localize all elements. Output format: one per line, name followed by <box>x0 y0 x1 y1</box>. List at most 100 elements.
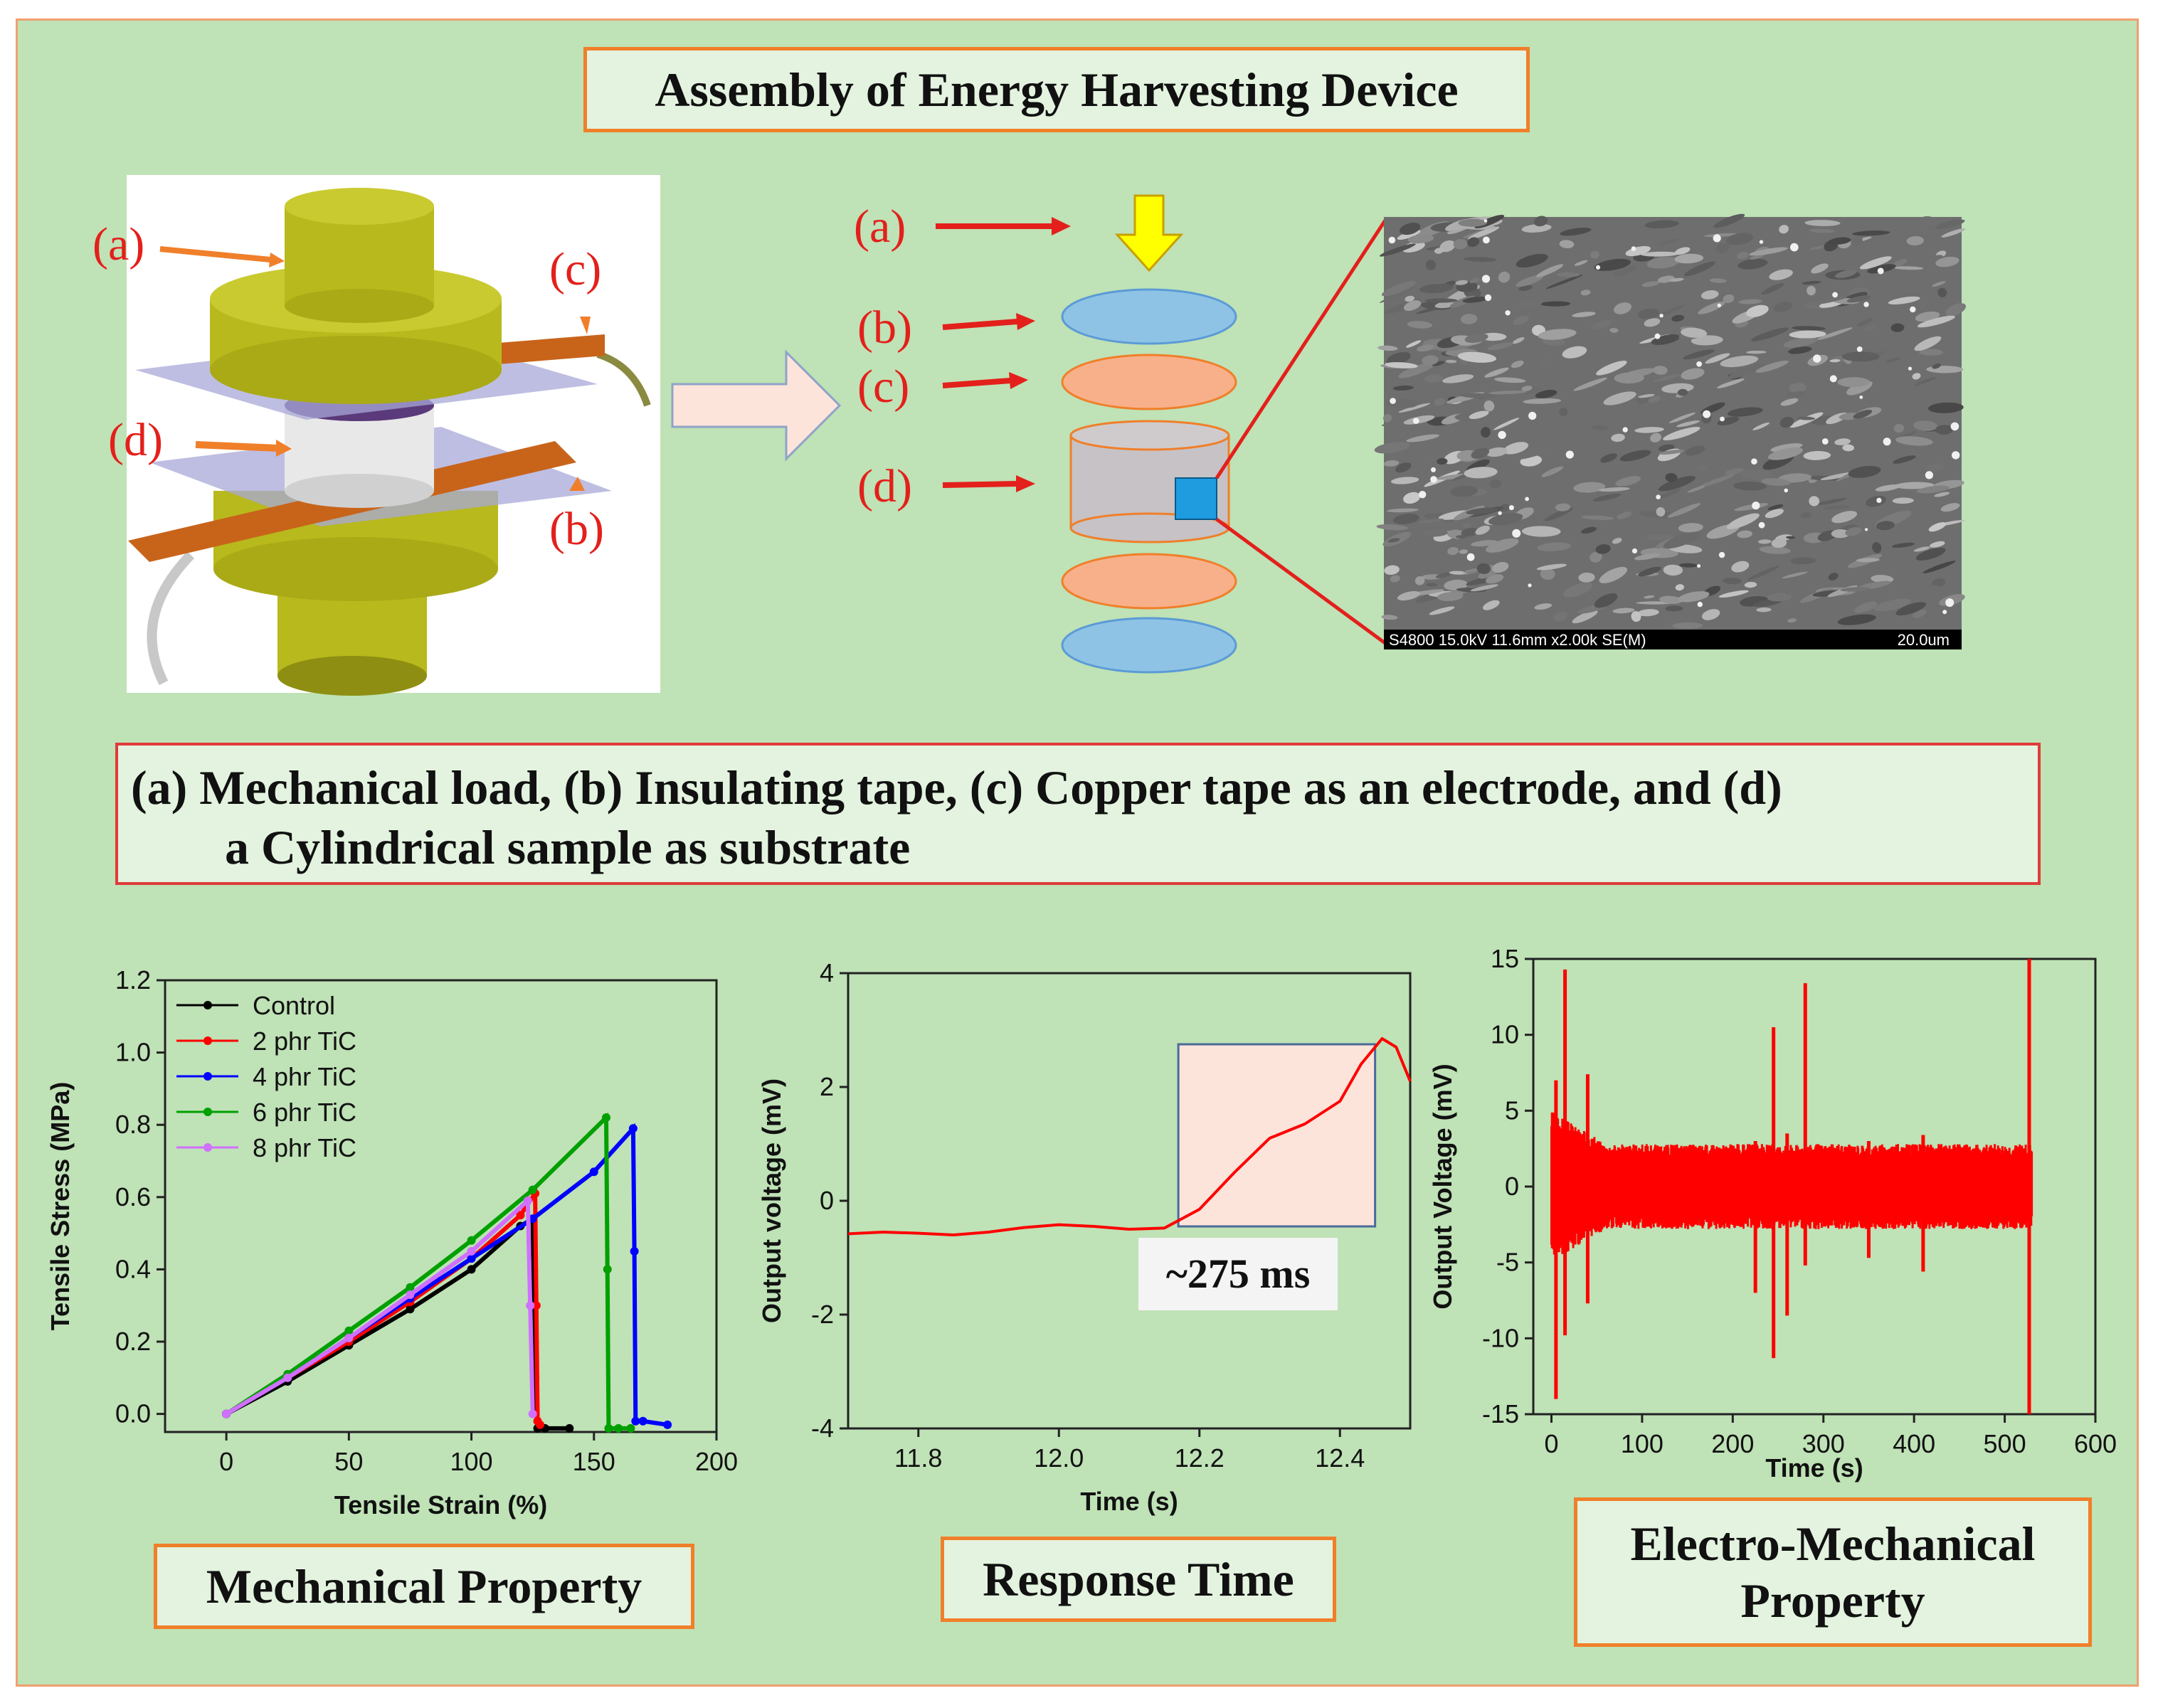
sem-bright-spot <box>1696 361 1703 367</box>
sem-grain <box>1914 377 1936 386</box>
sem-grain <box>1789 330 1826 339</box>
sem-grain <box>1500 504 1510 512</box>
schematic-label-a: (a) <box>854 201 906 253</box>
sem-grain <box>1503 442 1529 455</box>
sem-grain <box>1459 393 1497 398</box>
sem-grain <box>1559 408 1568 417</box>
sem-grain <box>1521 386 1533 391</box>
response-time-annotation: ~275 ms <box>1138 1238 1338 1310</box>
component-caption: (a) Mechanical load, (b) Insulating tape… <box>115 743 2041 885</box>
sem-grain <box>1663 426 1701 441</box>
sem-grain <box>1545 275 1583 290</box>
sem-grain <box>1681 327 1708 338</box>
arrow-b-illustration <box>569 477 585 491</box>
legend-label: 8 phr TiC <box>253 1133 356 1162</box>
sem-grain <box>1809 228 1835 233</box>
sem-bright-spot <box>1622 427 1628 433</box>
sem-grain <box>1668 412 1696 423</box>
sem-grain <box>1416 307 1440 314</box>
sample-base <box>285 474 434 508</box>
sem-grain <box>1572 312 1596 317</box>
data-point <box>344 1333 354 1342</box>
sem-grain <box>1756 607 1772 612</box>
y-tick-label: -2 <box>811 1300 834 1329</box>
sem-bright-spot <box>1752 502 1760 510</box>
sem-grain <box>1574 260 1588 266</box>
sem-grain <box>1853 410 1873 419</box>
data-point <box>528 1214 537 1224</box>
sem-grain <box>1678 563 1698 568</box>
sem-grain <box>1390 477 1419 484</box>
sem-grain <box>1562 582 1593 598</box>
pointer-d-head <box>1016 475 1035 492</box>
sem-grain <box>1468 226 1500 240</box>
sem-grain <box>1591 319 1612 329</box>
sem-grain <box>1425 260 1437 270</box>
sem-grain <box>1738 299 1762 304</box>
sem-grain <box>1922 561 1956 573</box>
sem-bright-spot <box>1876 497 1882 504</box>
sem-grain <box>1374 442 1410 454</box>
sem-bright-spot <box>1466 553 1475 561</box>
sem-texture <box>1374 213 1967 630</box>
sem-grain <box>1691 335 1723 346</box>
x-tick-label: 12.0 <box>1034 1443 1084 1473</box>
arrow-a-illustration <box>159 246 271 262</box>
sem-grain <box>1687 485 1705 493</box>
data-point <box>344 1326 354 1335</box>
sem-grain <box>1834 438 1851 445</box>
sem-grain <box>1646 257 1680 269</box>
arrow-c-illustration <box>580 317 591 334</box>
sem-grain <box>1419 283 1454 294</box>
sem-grain <box>1925 463 1945 472</box>
y-tick-label: 1.0 <box>115 1038 151 1067</box>
sem-grain <box>1449 571 1467 575</box>
sem-grain <box>1405 295 1415 302</box>
sem-grain <box>1744 581 1757 588</box>
x-axis-title: Tensile Strain (%) <box>334 1490 547 1519</box>
sem-bright-spot <box>1631 548 1638 554</box>
sem-grain <box>1648 396 1661 403</box>
sem-grain <box>1537 542 1572 552</box>
sem-grain <box>1634 553 1661 561</box>
sem-grain <box>1522 526 1561 537</box>
sem-grain <box>1724 468 1744 475</box>
sem-grain <box>1828 573 1839 580</box>
sem-grain <box>1786 391 1807 397</box>
sem-grain <box>1407 321 1433 329</box>
sem-grain <box>1613 265 1637 277</box>
cylinder-sample-top <box>1069 420 1230 451</box>
y-tick-label: 0.0 <box>115 1399 151 1428</box>
sem-grain <box>1717 378 1745 388</box>
sem-grain <box>1406 340 1422 348</box>
exploded-stack-schematic: (a) (b) (c) (d) <box>854 194 1388 674</box>
sem-grain <box>1701 609 1720 620</box>
sem-grain <box>1463 568 1479 573</box>
sem-grain <box>1644 318 1661 327</box>
sem-grain <box>1518 285 1533 291</box>
sem-grain <box>1656 506 1666 517</box>
sem-grain <box>1769 269 1793 280</box>
sem-bright-spot <box>1751 458 1757 465</box>
data-point <box>528 1409 537 1418</box>
y-tick-label: 10 <box>1491 1020 1519 1049</box>
sem-grain <box>1745 350 1767 354</box>
bottom-flange-rim <box>213 537 498 601</box>
sem-grain <box>1437 457 1448 465</box>
x-axis-title: Time (s) <box>1080 1487 1178 1516</box>
sem-grain <box>1516 275 1544 287</box>
sem-grain <box>1381 615 1398 620</box>
top-flange-rim <box>210 336 502 404</box>
sem-grain <box>1536 563 1567 571</box>
sem-grain <box>1403 492 1421 504</box>
sem-bright-spot <box>1508 505 1514 511</box>
sem-grain <box>1403 300 1422 312</box>
legend-label: 2 phr TiC <box>253 1027 356 1056</box>
sem-grain <box>1453 239 1468 250</box>
sem-grain <box>1935 425 1953 435</box>
data-point <box>614 1423 623 1433</box>
sem-grain <box>1807 285 1816 296</box>
sem-grain <box>1831 529 1850 539</box>
sem-grain <box>1511 360 1524 368</box>
